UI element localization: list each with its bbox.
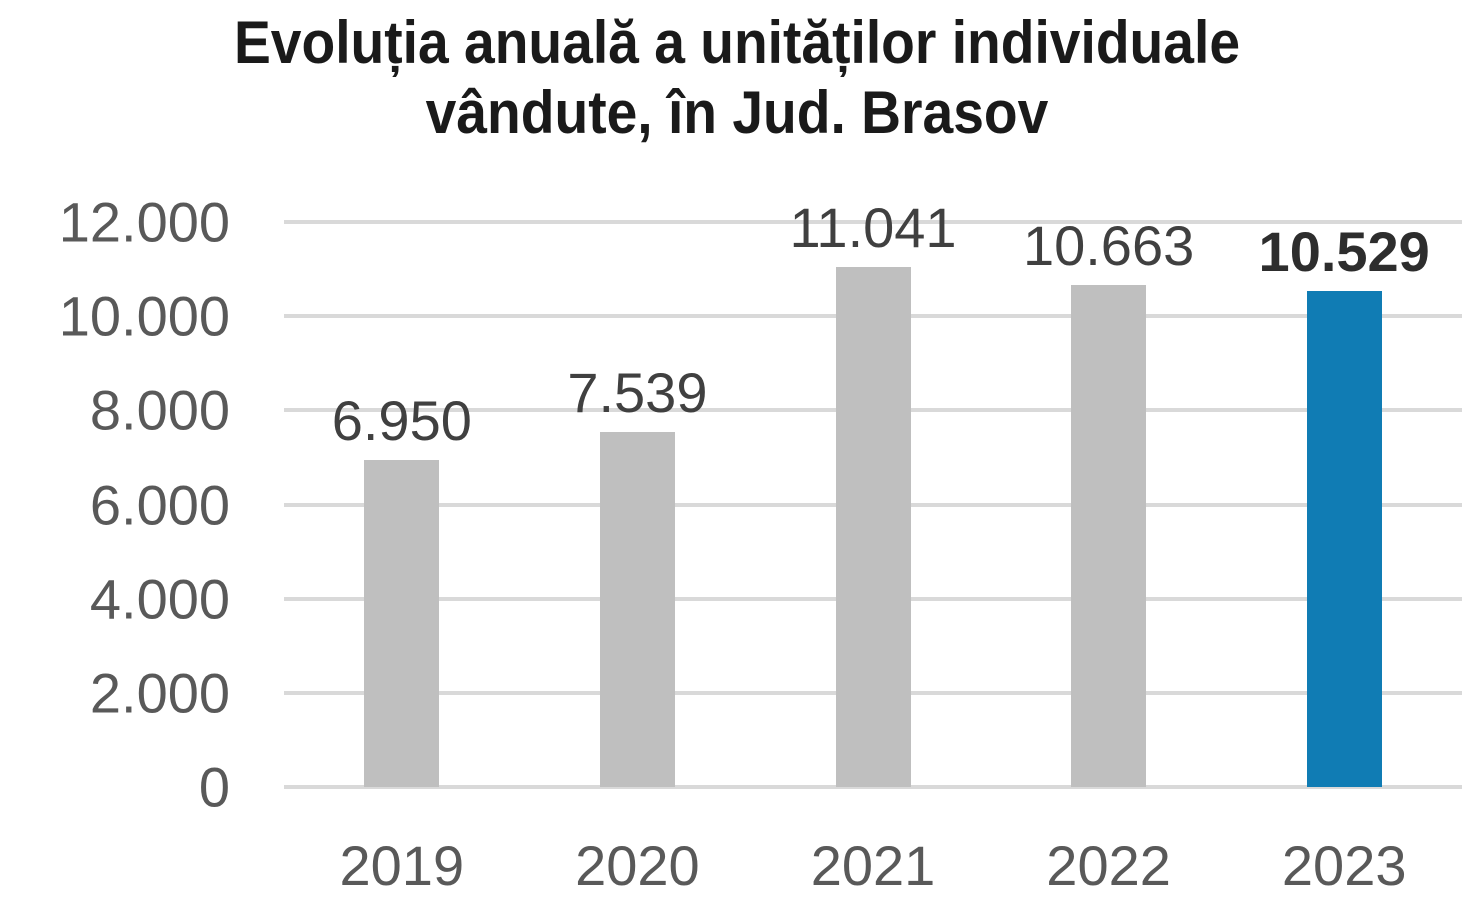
- x-tick-label-2021: 2021: [810, 834, 936, 897]
- chart-title-line-2: vândute, în Jud. Brasov: [425, 79, 1049, 146]
- gridline-12.000: [284, 220, 1462, 224]
- bar-2023: [1306, 291, 1382, 787]
- y-tick-label-10.000: 10.000: [58, 284, 230, 348]
- value-label-2023: 10.529: [1258, 220, 1430, 284]
- y-tick-label-8.000: 8.000: [89, 378, 230, 442]
- x-tick-label-2023: 2023: [1281, 834, 1407, 897]
- value-label-2019: 6.950: [331, 388, 472, 452]
- gridline-0: [284, 785, 1462, 789]
- x-tick-label-2019: 2019: [339, 834, 465, 897]
- x-tick-label-2022: 2022: [1046, 834, 1171, 897]
- bar-2021: [835, 267, 911, 787]
- y-tick-label-2.000: 2.000: [89, 661, 230, 725]
- y-tick-label-0: 0: [198, 755, 230, 819]
- bar-2022: [1071, 284, 1147, 787]
- value-label-2022: 10.663: [1022, 213, 1195, 277]
- y-tick-label-6.000: 6.000: [89, 473, 230, 536]
- value-label-2020: 7.539: [567, 361, 708, 425]
- y-tick-label-4.000: 4.000: [89, 567, 230, 631]
- x-tick-label-2020: 2020: [575, 834, 700, 897]
- y-tick-label-12.000: 12.000: [58, 190, 230, 254]
- bar-2020: [599, 432, 675, 787]
- bar-2019: [364, 459, 440, 787]
- value-label-2021: 11.041: [789, 196, 957, 260]
- chart-title-line-1: Evoluția anuală a unităților individuale: [233, 9, 1241, 76]
